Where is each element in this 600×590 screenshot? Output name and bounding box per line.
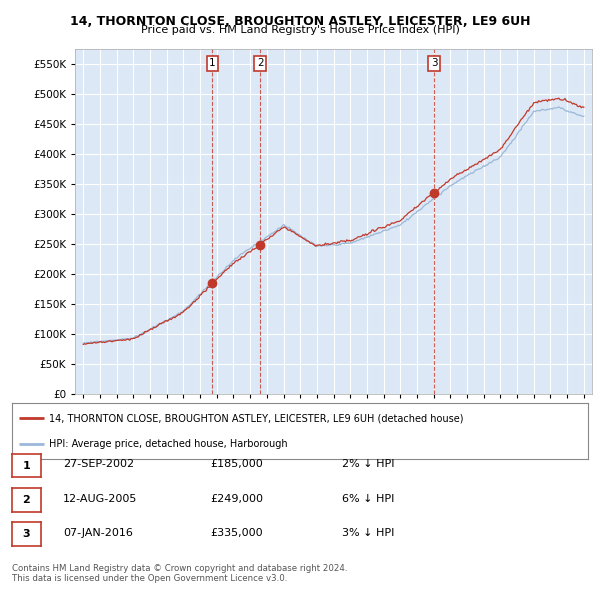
Text: 07-JAN-2016: 07-JAN-2016: [63, 528, 133, 537]
Text: 3% ↓ HPI: 3% ↓ HPI: [342, 528, 394, 537]
Text: 6% ↓ HPI: 6% ↓ HPI: [342, 494, 394, 503]
Text: 1: 1: [23, 461, 30, 470]
Text: 27-SEP-2002: 27-SEP-2002: [63, 460, 134, 469]
Text: Contains HM Land Registry data © Crown copyright and database right 2024.: Contains HM Land Registry data © Crown c…: [12, 565, 347, 573]
Text: 3: 3: [23, 529, 30, 539]
Text: 3: 3: [431, 58, 437, 68]
Text: 2: 2: [257, 58, 263, 68]
Text: 12-AUG-2005: 12-AUG-2005: [63, 494, 137, 503]
Text: £249,000: £249,000: [210, 494, 263, 503]
Text: 2% ↓ HPI: 2% ↓ HPI: [342, 460, 395, 469]
Text: £185,000: £185,000: [210, 460, 263, 469]
Text: 14, THORNTON CLOSE, BROUGHTON ASTLEY, LEICESTER, LE9 6UH (detached house): 14, THORNTON CLOSE, BROUGHTON ASTLEY, LE…: [49, 413, 464, 423]
Text: 1: 1: [209, 58, 216, 68]
Text: This data is licensed under the Open Government Licence v3.0.: This data is licensed under the Open Gov…: [12, 574, 287, 583]
Text: Price paid vs. HM Land Registry's House Price Index (HPI): Price paid vs. HM Land Registry's House …: [140, 25, 460, 35]
Text: £335,000: £335,000: [210, 528, 263, 537]
Text: 2: 2: [23, 495, 30, 504]
Text: 14, THORNTON CLOSE, BROUGHTON ASTLEY, LEICESTER, LE9 6UH: 14, THORNTON CLOSE, BROUGHTON ASTLEY, LE…: [70, 15, 530, 28]
Text: HPI: Average price, detached house, Harborough: HPI: Average price, detached house, Harb…: [49, 439, 288, 449]
